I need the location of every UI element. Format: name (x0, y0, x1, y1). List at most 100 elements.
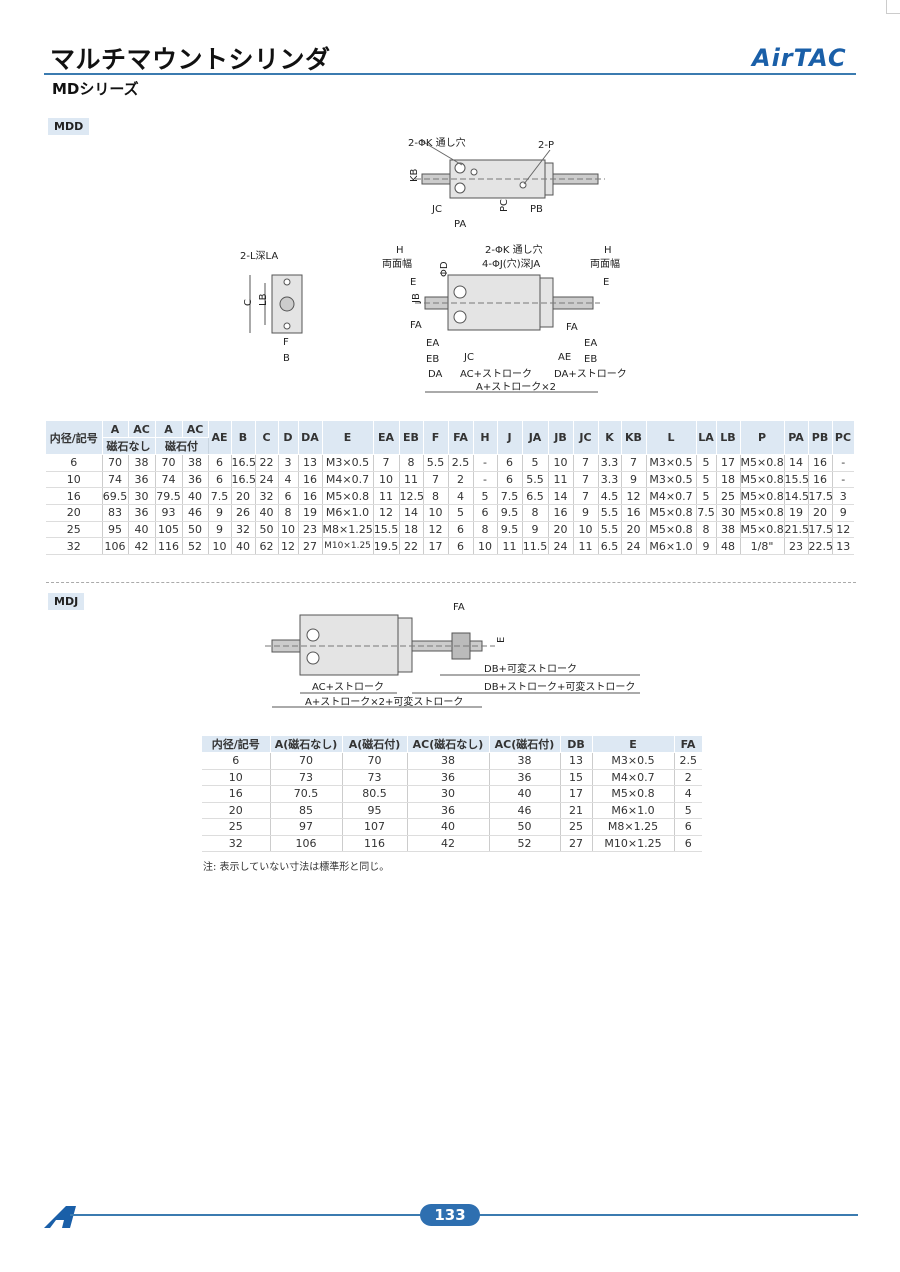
column-header: AC (127, 420, 156, 438)
table-cell: 1/8" (739, 537, 784, 556)
table-cell: 50 (488, 818, 560, 836)
table-cell: - (831, 454, 854, 472)
table-cell: 5 (695, 454, 716, 472)
table-cell: 5 (695, 471, 716, 489)
table-cell: 2 (447, 471, 473, 489)
table-cell: 32 (202, 835, 270, 852)
table-cell: 10 (207, 537, 231, 556)
table-cell: 69.5 (101, 487, 128, 506)
label-fa: FA (453, 602, 465, 613)
table-cell: 106 (269, 835, 342, 852)
column-header: FA (673, 735, 703, 753)
section-tag-mdd: MDD (48, 118, 90, 135)
table-cell: 24 (547, 537, 573, 556)
table-cell: 8 (521, 504, 548, 522)
table-cell: 42 (127, 537, 155, 556)
label-l: 2-L深LA (240, 250, 278, 262)
label-e-left: E (410, 277, 416, 288)
label-db-stroke-var: DB+ストローク+可変ストローク (484, 680, 635, 693)
column-header: AE (207, 420, 232, 455)
table-cell: 9.5 (496, 504, 522, 522)
table-cell: 83 (101, 504, 128, 522)
table-cell: 10 (202, 769, 270, 786)
mdd-side-view-drawing: H 両面幅 2-ΦK 通し穴 4-ΦJ(穴)深JA H 両面幅 ΦD E E J… (382, 243, 627, 393)
table-cell: 16 (807, 454, 832, 472)
mdd-top-view-drawing: 2-ΦK 通し穴 2-P KB JC PA PC PB (408, 136, 605, 230)
page-number: 133 (420, 1204, 480, 1226)
table-cell: 20 (230, 487, 255, 506)
table-cell: 46 (488, 802, 560, 819)
table-cell: M5×0.8 (645, 521, 696, 539)
table-cell: 25 (46, 521, 102, 539)
table-cell: M10×1.25 (321, 537, 373, 556)
table-cell: 36 (406, 769, 489, 786)
table-cell: 9.5 (496, 521, 522, 539)
column-header: L (645, 420, 697, 455)
table-cell: 12 (372, 504, 399, 522)
table-cell: 38 (406, 752, 489, 770)
table-cell: 6 (496, 454, 522, 472)
column-header: A(磁石なし) (269, 735, 343, 753)
label-fa-left: FA (410, 320, 422, 331)
table-cell: 15 (559, 769, 592, 786)
table-cell: 4 (277, 471, 298, 489)
table-cell: 97 (269, 818, 342, 836)
table-cell: 11 (572, 537, 598, 556)
table-cell: 22 (254, 454, 278, 472)
column-header: H (472, 420, 498, 455)
table-cell: 12.5 (398, 487, 424, 506)
table-row: 6 70 38 70 38 6 16.5 22 3 13 M3×0.5 7 8 5.5 2.5-6 5 10 7 3… (46, 454, 854, 472)
table-cell: 7 (620, 454, 646, 472)
table-cell: - (472, 454, 497, 472)
table-cell: 16.5 (230, 454, 256, 472)
table-cell: 20 (620, 521, 646, 539)
table-cell: 7.5 (695, 504, 716, 522)
table-cell: 2 (673, 769, 702, 786)
column-header: K (597, 420, 622, 455)
table-cell: M4×0.7 (645, 487, 696, 506)
table-cell: 7 (572, 471, 598, 489)
label-da: DA (428, 369, 443, 380)
table-cell: 52 (181, 537, 208, 556)
table-cell: 70 (154, 454, 182, 472)
table-cell: M3×0.5 (591, 752, 674, 770)
table-cell: 36 (406, 802, 489, 819)
table-cell: 73 (269, 769, 342, 786)
table-cell: 3.3 (597, 471, 621, 489)
table-cell: 6.5 (521, 487, 548, 506)
table-cell: 5.5 (521, 471, 548, 489)
column-header: B (230, 420, 256, 455)
table-cell: 5 (521, 454, 548, 472)
table-cell: 15.5 (783, 471, 809, 489)
table-cell: M6×1.0 (645, 537, 696, 556)
label-eb-right: EB (584, 354, 597, 365)
table-cell: 10 (572, 521, 598, 539)
table-cell: 20 (807, 504, 832, 522)
table-cell: 11 (547, 471, 573, 489)
table-cell: 22 (398, 537, 423, 556)
table-cell: 20 (202, 802, 270, 819)
table-cell: 30 (406, 785, 489, 803)
label-da-stroke: DA+ストローク (554, 368, 627, 380)
table-cell: 80.5 (341, 785, 407, 803)
column-header: PC (831, 420, 855, 455)
table-cell: 26 (230, 504, 255, 522)
table-cell: 38 (715, 521, 740, 539)
table-cell: 6 (673, 835, 702, 852)
table-cell: M5×0.8 (321, 487, 373, 506)
table-cell: M6×1.0 (591, 802, 674, 819)
table-cell: M5×0.8 (591, 785, 674, 803)
table-cell: 30 (127, 487, 155, 506)
column-header: AC(磁石なし) (406, 735, 490, 753)
table-cell: M6×1.0 (321, 504, 373, 522)
label-db-var: DB+可変ストローク (484, 662, 577, 675)
table-cell: 16 (297, 487, 322, 506)
table-cell: M3×0.5 (321, 454, 373, 472)
table-cell: 9 (695, 537, 716, 556)
table-cell: 25 (559, 818, 592, 836)
label-h-right: H (604, 245, 612, 256)
label-ea-right: EA (584, 338, 597, 349)
table-row: 10 74 36 74 36 6 16.5 24 4 16 M4×0.7 10 11 7 2-6 5.5 11 7… (46, 471, 854, 489)
column-header: J (496, 420, 523, 455)
table-cell: 12 (620, 487, 646, 506)
